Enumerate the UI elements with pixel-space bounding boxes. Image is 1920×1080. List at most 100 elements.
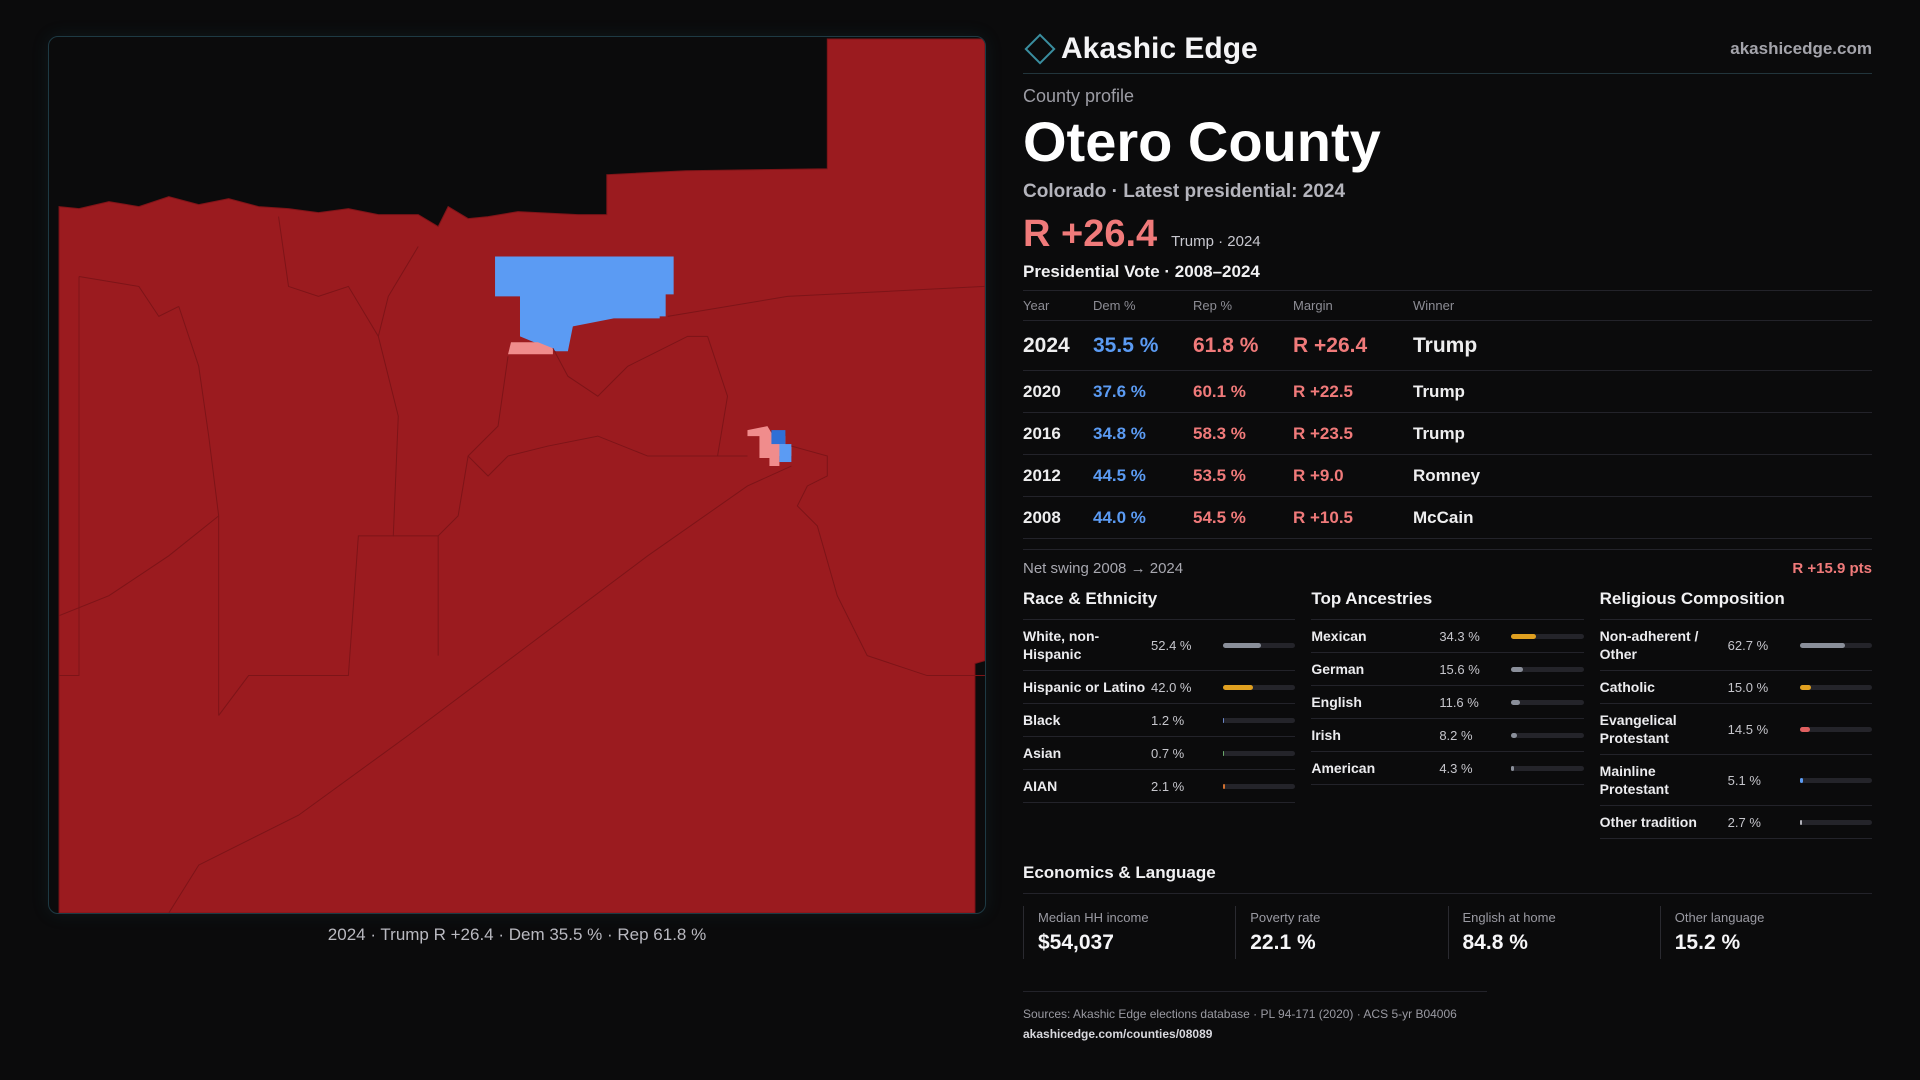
row-margin: R +22.5 — [1293, 370, 1413, 413]
map-precinct-dem[interactable] — [495, 256, 674, 352]
list-item: Irish 8.2 % — [1311, 719, 1584, 752]
list-item-label: German — [1311, 661, 1365, 677]
row-margin: R +26.4 — [1293, 320, 1413, 371]
row-dem: 34.8 % — [1093, 412, 1193, 455]
list-item-label: Hispanic or Latino — [1023, 679, 1146, 695]
share-bar — [1511, 699, 1584, 705]
brand-url-link[interactable]: akashicedge.com — [1730, 38, 1872, 58]
row-dem: 44.0 % — [1093, 496, 1193, 539]
table-row[interactable]: 2012 44.5 % 53.5 % R +9.0 Romney — [1023, 454, 1872, 497]
row-rep: 53.5 % — [1193, 454, 1293, 497]
share-bar-fill — [1511, 699, 1520, 705]
list-item: Mainline Protestant 5.1 % — [1599, 755, 1872, 806]
col-margin: Margin — [1293, 291, 1413, 321]
row-year: 2024 — [1023, 320, 1093, 371]
share-bar-fill — [1223, 684, 1254, 690]
economics-cards: Median HH income $54,037 Poverty rate 22… — [1023, 906, 1872, 959]
share-bar-fill — [1511, 666, 1523, 672]
row-rep: 60.1 % — [1193, 370, 1293, 413]
list-item-label: Other tradition — [1599, 814, 1697, 830]
precinct-boundaries — [58, 216, 985, 913]
row-dem: 37.6 % — [1093, 370, 1193, 413]
econ-card-english: English at home 84.8 % — [1447, 906, 1660, 959]
list-item-label: Asian — [1023, 745, 1062, 761]
list-item: Catholic 15.0 % — [1599, 671, 1872, 704]
page-title: Otero County — [1023, 110, 1381, 173]
list-item: Hispanic or Latino 42.0 % — [1023, 671, 1296, 704]
list-item-label: English — [1311, 694, 1362, 710]
list-item: Asian 0.7 % — [1023, 737, 1296, 770]
list-item-label: Mexican — [1311, 628, 1367, 644]
table-row[interactable]: 2024 35.5 % 61.8 % R +26.4 Trump — [1023, 320, 1872, 371]
econ-value: $54,037 — [1038, 931, 1114, 954]
list-item-value: 8.2 % — [1439, 727, 1473, 743]
share-bar — [1799, 777, 1872, 783]
share-bar-fill — [1799, 684, 1811, 690]
map-caption: 2024 · Trump R +26.4 · Dem 35.5 % · Rep … — [327, 925, 707, 944]
race-ethnicity-title: Race & Ethnicity — [1023, 589, 1296, 620]
row-rep: 61.8 % — [1193, 320, 1293, 371]
share-bar — [1223, 684, 1296, 690]
list-item-label: Mainline Protestant — [1599, 763, 1669, 797]
list-item: Mexican 34.3 % — [1311, 620, 1584, 653]
list-item: Evangelical Protestant 14.5 % — [1599, 704, 1872, 755]
map-precinct-rep-light[interactable] — [508, 342, 553, 355]
col-rep: Rep % — [1193, 291, 1293, 321]
latest-margin-note: Trump · 2024 — [1171, 233, 1261, 250]
row-winner: Trump — [1413, 320, 1872, 371]
share-bar — [1799, 726, 1872, 732]
share-bar — [1799, 642, 1872, 648]
list-item: White, non-Hispanic 52.4 % — [1023, 620, 1296, 671]
share-bar — [1799, 684, 1872, 690]
list-item-label: Non-adherent / Other — [1599, 628, 1699, 662]
row-rep: 54.5 % — [1193, 496, 1293, 539]
list-item-value: 2.7 % — [1727, 814, 1761, 830]
county-profile-panel: Akashic Edge akashicedge.com County prof… — [1023, 30, 1872, 1044]
share-bar-fill — [1223, 783, 1225, 789]
list-item-value: 15.6 % — [1439, 661, 1480, 677]
row-year: 2020 — [1023, 370, 1093, 413]
econ-card-other-language: Other language 15.2 % — [1659, 906, 1872, 959]
list-item-value: 0.7 % — [1151, 745, 1185, 761]
share-bar-fill — [1511, 732, 1518, 738]
row-winner: Romney — [1413, 454, 1872, 497]
share-bar-fill — [1223, 717, 1225, 723]
race-ethnicity-list: White, non-Hispanic 52.4 % Hispanic or Lat… — [1023, 620, 1296, 803]
brand-name[interactable]: Akashic Edge — [1061, 31, 1258, 65]
diamond-logo-icon — [1024, 32, 1056, 65]
share-bar — [1223, 642, 1296, 648]
net-swing-label: Net swing 2008 → 2024 — [1023, 560, 1184, 577]
share-bar — [1223, 783, 1296, 789]
row-dem: 44.5 % — [1093, 454, 1193, 497]
col-winner: Winner — [1413, 291, 1872, 321]
list-item-label: Black — [1023, 712, 1061, 728]
econ-value: 15.2 % — [1674, 931, 1741, 954]
list-item-label: Irish — [1311, 727, 1341, 743]
brand-header: Akashic Edge akashicedge.com — [1023, 30, 1872, 74]
share-bar — [1223, 717, 1296, 723]
list-item-value: 52.4 % — [1151, 637, 1192, 653]
county-url-link[interactable]: akashicedge.com/counties/08089 — [1023, 1027, 1213, 1041]
map-precinct-region[interactable] — [58, 38, 985, 913]
net-swing-value: R +15.9 pts — [1792, 560, 1872, 577]
sources-text: Sources: Akashic Edge elections database… — [1023, 1007, 1457, 1021]
share-bar-fill — [1223, 642, 1261, 648]
list-item-value: 34.3 % — [1439, 628, 1480, 644]
table-row[interactable]: 2008 44.0 % 54.5 % R +10.5 McCain — [1023, 496, 1872, 539]
list-item-label: White, non-Hispanic — [1023, 628, 1100, 662]
list-item-label: AIAN — [1023, 778, 1058, 794]
religion-list: Non-adherent / Other 62.7 % Catholic 15.0 %… — [1599, 620, 1872, 839]
map-city-dem-b[interactable] — [779, 444, 792, 463]
list-item: AIAN 2.1 % — [1023, 770, 1296, 803]
latest-margin: R +26.4 Trump · 2024 — [1023, 213, 1872, 256]
map-city-dem-a[interactable] — [771, 430, 786, 445]
list-item: English 11.6 % — [1311, 686, 1584, 719]
share-bar-fill — [1511, 633, 1537, 639]
county-map[interactable] — [48, 36, 986, 914]
share-bar-fill — [1799, 642, 1845, 648]
row-year: 2016 — [1023, 412, 1093, 455]
row-margin: R +23.5 — [1293, 412, 1413, 455]
table-row[interactable]: 2016 34.8 % 58.3 % R +23.5 Trump — [1023, 412, 1872, 455]
table-row[interactable]: 2020 37.6 % 60.1 % R +22.5 Trump — [1023, 370, 1872, 413]
list-item-value: 42.0 % — [1151, 679, 1192, 695]
